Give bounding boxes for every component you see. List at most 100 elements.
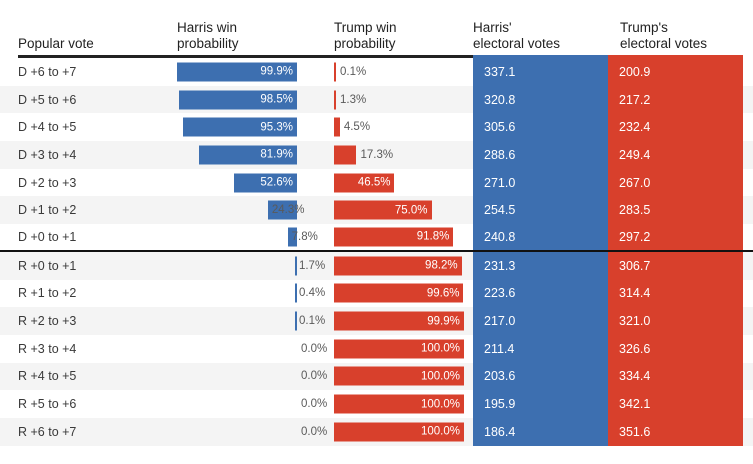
trump-probability-bar: [334, 90, 336, 110]
table-row[interactable]: R +2 to +3 0.1% 99.9% 217.0 321.0: [0, 307, 753, 335]
table-row[interactable]: D +3 to +4 81.9% 17.3% 288.6 249.4: [0, 141, 753, 169]
harris-win-probability-cell: 99.9%: [177, 58, 297, 86]
probability-value: 0.0%: [301, 425, 328, 438]
harris-electoral-votes-cell: 223.6: [473, 279, 608, 308]
trump-probability-bar: [334, 62, 336, 82]
popular-vote-label: D +4 to +5: [18, 120, 77, 135]
probability-value: 0.0%: [301, 370, 328, 383]
table-row[interactable]: R +3 to +4 0.0% 100.0% 211.4 326.6: [0, 334, 753, 363]
harris-probability-bar: 52.6%: [233, 173, 297, 193]
harris-probability-bar: [267, 200, 297, 220]
harris-probability-bar: [295, 283, 297, 303]
probability-value: 75.0%: [394, 204, 428, 217]
popular-vote-label: D +1 to +2: [18, 203, 77, 218]
column-header-line: electoral votes: [620, 36, 708, 51]
probability-value: 100.0%: [420, 425, 460, 438]
table-row[interactable]: D +2 to +3 52.6% 46.5% 271.0 267.0: [0, 168, 753, 197]
probability-value: 24.3%: [271, 204, 305, 217]
column-header-line: probability: [334, 36, 396, 51]
probability-value: 100.0%: [420, 342, 460, 355]
trump-win-probability-cell: 100.0%: [334, 390, 464, 418]
harris-electoral-votes-cell: 211.4: [473, 334, 608, 363]
trump-probability-bar: 100.0%: [334, 394, 464, 414]
table-row[interactable]: D +1 to +2 24.3% 75.0% 254.5 283.5: [0, 196, 753, 225]
popular-vote-label: R +3 to +4: [18, 341, 77, 356]
probability-value: 0.1%: [299, 315, 326, 328]
header-rule-blue-segment: [473, 55, 608, 58]
trump-win-probability-cell: 46.5%: [334, 169, 464, 197]
column-header-harris-electoral-votes: Harris' electoral votes: [473, 20, 601, 52]
harris-electoral-votes-cell: 305.6: [473, 113, 608, 142]
popular-vote-label: D +5 to +6: [18, 92, 77, 107]
trump-electoral-votes-cell: 306.7: [608, 251, 743, 280]
probability-value: 99.9%: [427, 315, 460, 328]
probability-value: 99.6%: [426, 287, 460, 300]
probability-value: 98.2%: [425, 259, 458, 272]
trump-probability-bar: 99.6%: [334, 283, 464, 303]
popular-vote-label: D +3 to +4: [18, 147, 77, 162]
trump-win-probability-cell: 100.0%: [334, 418, 464, 446]
table-row[interactable]: D +0 to +1 7.8% 91.8% 240.8 297.2: [0, 224, 753, 252]
harris-electoral-votes-cell: 217.0: [473, 307, 608, 335]
harris-probability-bar: 98.5%: [178, 90, 297, 110]
trump-electoral-votes-cell: 267.0: [608, 168, 743, 197]
header-separator-rule: [0, 55, 753, 58]
probability-value: 100.0%: [420, 398, 460, 411]
table-row[interactable]: R +4 to +5 0.0% 100.0% 203.6 334.4: [0, 362, 753, 391]
trump-win-probability-cell: 1.3%: [334, 86, 464, 114]
trump-win-probability-cell: 17.3%: [334, 141, 464, 169]
header-rule-red-segment: [608, 55, 743, 58]
table-row[interactable]: R +1 to +2 0.4% 99.6% 223.6 314.4: [0, 279, 753, 308]
table-row[interactable]: D +6 to +7 99.9% 0.1% 337.1 200.9: [0, 58, 753, 86]
harris-win-probability-cell: 0.0%: [177, 363, 327, 391]
table-row[interactable]: D +5 to +6 98.5% 1.3% 320.8 217.2: [0, 85, 753, 114]
harris-probability-bar: 99.9%: [177, 62, 297, 82]
table-row[interactable]: R +6 to +7 0.0% 100.0% 186.4 351.6: [0, 417, 753, 446]
probability-value: 17.3%: [360, 148, 394, 161]
column-header-line: Harris': [473, 20, 512, 35]
trump-electoral-votes-cell: 321.0: [608, 307, 743, 335]
trump-probability-bar: 75.0%: [334, 200, 432, 220]
popular-vote-label: R +5 to +6: [18, 397, 77, 412]
table-row[interactable]: R +5 to +6 0.0% 100.0% 195.9 342.1: [0, 390, 753, 418]
trump-electoral-votes-cell: 342.1: [608, 390, 743, 418]
probability-value: 1.7%: [298, 259, 326, 272]
table-row[interactable]: R +0 to +1 1.7% 98.2% 231.3 306.7: [0, 251, 753, 280]
popular-vote-label: R +6 to +7: [18, 424, 77, 439]
trump-probability-bar: 46.5%: [334, 173, 395, 193]
harris-electoral-votes-cell: 186.4: [473, 417, 608, 446]
trump-electoral-votes-cell: 217.2: [608, 85, 743, 114]
trump-win-probability-cell: 75.0%: [334, 196, 464, 224]
popular-vote-label: D +2 to +3: [18, 175, 77, 190]
harris-electoral-votes-cell: 240.8: [473, 224, 608, 250]
trump-probability-bar: 99.9%: [334, 311, 464, 331]
harris-win-probability-cell: 1.7%: [177, 252, 325, 280]
probability-value: 52.6%: [260, 176, 293, 189]
trump-probability-bar: 98.2%: [334, 256, 462, 276]
trump-probability-bar: [334, 145, 357, 165]
column-header-line: Trump win: [334, 20, 397, 35]
trump-electoral-votes-cell: 351.6: [608, 417, 743, 446]
harris-win-probability-cell: 0.4%: [177, 280, 325, 308]
probability-value: 98.5%: [260, 93, 293, 106]
header-rule-dark-segment: [18, 55, 473, 58]
popular-vote-label: R +4 to +5: [18, 369, 77, 384]
harris-win-probability-cell: 0.1%: [177, 307, 325, 335]
harris-win-probability-cell: 0.0%: [177, 418, 327, 446]
table-row[interactable]: D +4 to +5 95.3% 4.5% 305.6 232.4: [0, 113, 753, 142]
column-header-harris-win-probability: Harris win probability: [177, 20, 317, 52]
trump-win-probability-cell: 4.5%: [334, 113, 464, 141]
column-header-trump-win-probability: Trump win probability: [334, 20, 469, 52]
probability-value: 91.8%: [416, 230, 450, 243]
trump-probability-bar: 100.0%: [334, 422, 464, 442]
column-header-trump-electoral-votes: Trump's electoral votes: [620, 20, 750, 52]
harris-electoral-votes-cell: 337.1: [473, 58, 608, 86]
harris-electoral-votes-cell: 288.6: [473, 141, 608, 169]
harris-win-probability-cell: 24.3%: [177, 196, 304, 224]
harris-electoral-votes-cell: 231.3: [473, 251, 608, 280]
harris-win-probability-cell: 95.3%: [177, 113, 297, 141]
probability-value: 0.4%: [299, 287, 326, 300]
popular-vote-label: R +1 to +2: [18, 286, 77, 301]
harris-probability-bar: 95.3%: [182, 117, 297, 137]
